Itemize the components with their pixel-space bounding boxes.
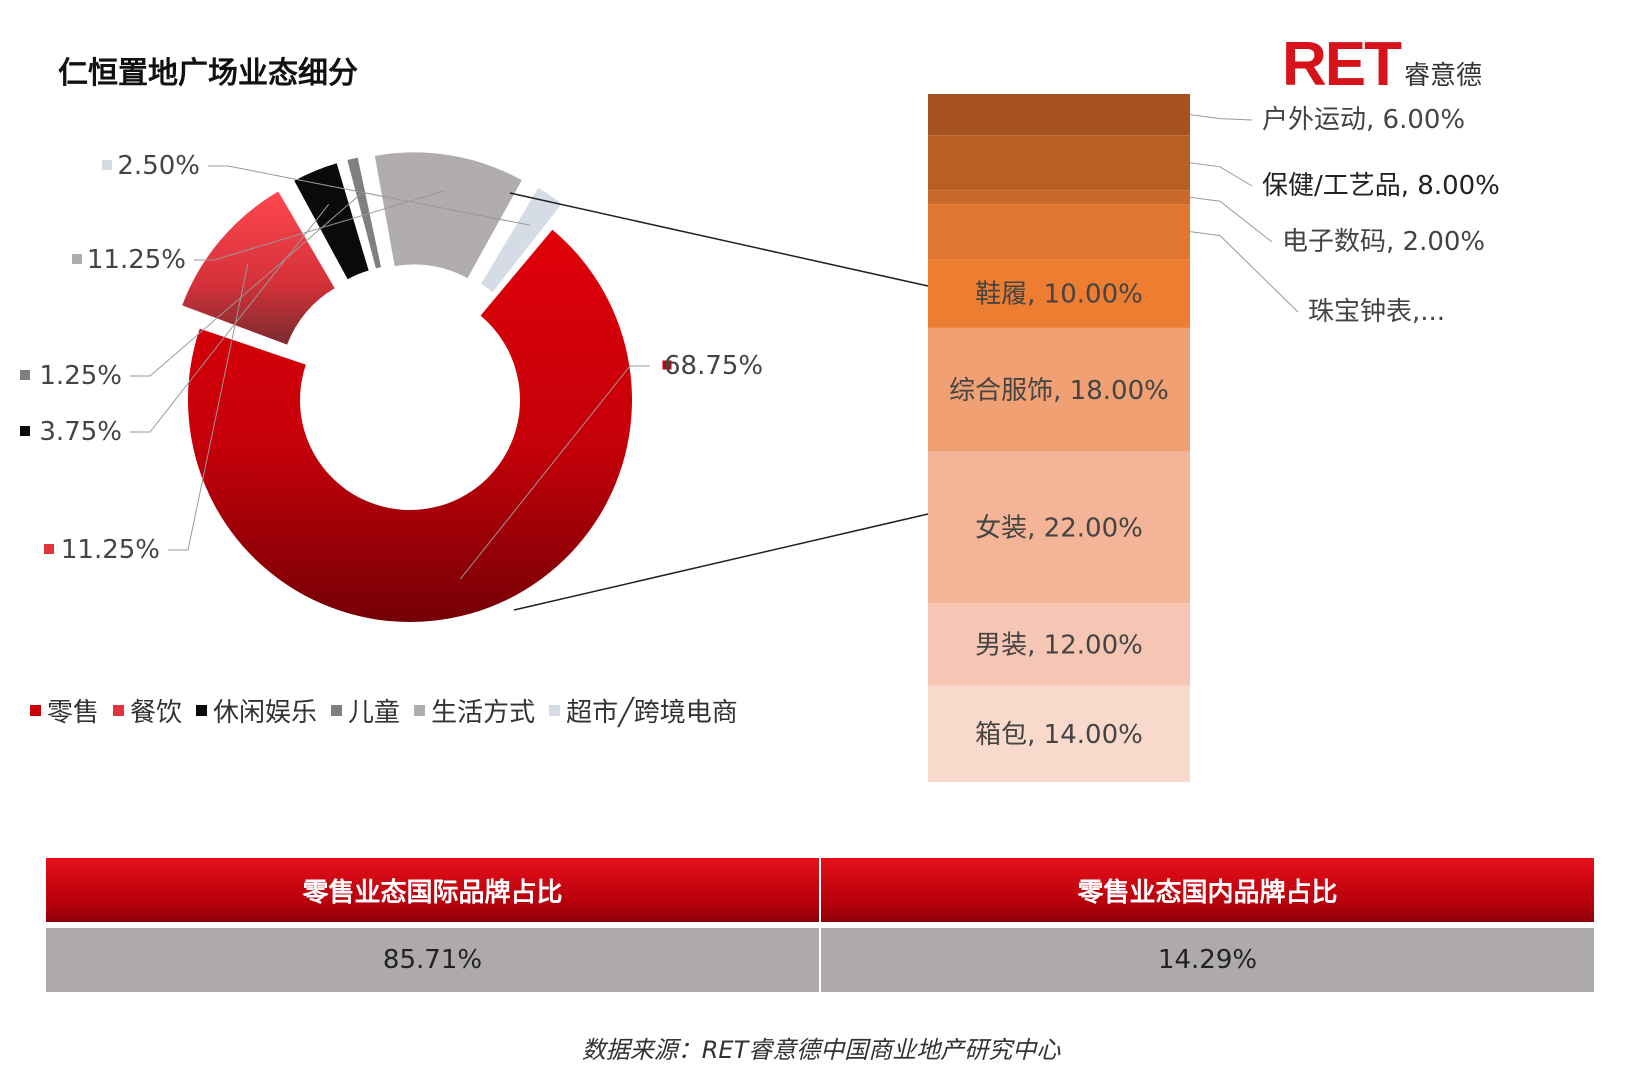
bar-segment-8 bbox=[928, 685, 1190, 782]
donut-label-marker bbox=[661, 359, 673, 371]
legend-item-retail: 零售 bbox=[30, 692, 99, 729]
donut-slice-0 bbox=[188, 229, 632, 622]
table-header-domestic: 零售业态国内品牌占比 bbox=[819, 858, 1594, 922]
donut-leader-line bbox=[459, 365, 650, 580]
data-source: 数据来源：RET睿意德中国商业地产研究中心 bbox=[581, 1036, 1061, 1064]
donut-chart: 68.75% 11.25% 3.75% 1.25% 11.25% 2.50% bbox=[20, 151, 763, 622]
donut-leader-line bbox=[130, 193, 362, 377]
donut-label-marker bbox=[72, 254, 82, 264]
bar-segment-6 bbox=[928, 451, 1190, 604]
bar-data-label: 女装, 22.00% bbox=[975, 513, 1143, 543]
legend-item-food: 餐饮 bbox=[113, 692, 182, 729]
stacked-bar-chart: 户外运动, 6.00% 保健/工艺品, 8.00% 电子数码, 2.00% 珠宝钟表,… bbox=[928, 94, 1500, 782]
legend-label: 零售 bbox=[47, 698, 100, 728]
bar-data-label: 珠宝钟表,... bbox=[1308, 297, 1445, 327]
legend-label: 生活方式 bbox=[431, 698, 536, 728]
donut-slice-1 bbox=[182, 191, 335, 345]
bar-segment-0 bbox=[928, 94, 1190, 136]
legend-swatch bbox=[30, 705, 41, 716]
table-header-row: 零售业态国际品牌占比 零售业态国内品牌占比 bbox=[46, 858, 1594, 922]
legend-item-lifestyle: 生活方式 bbox=[414, 692, 535, 729]
donut-leader-line bbox=[130, 203, 330, 433]
legend-label: 餐饮 bbox=[130, 698, 183, 728]
donut-slice-3 bbox=[347, 157, 382, 269]
legend-swatch bbox=[331, 705, 343, 716]
bar-data-label: 保健/工艺品, 8.00% bbox=[1262, 171, 1500, 201]
bar-data-label: 电子数码, 2.00% bbox=[1282, 227, 1485, 257]
legend-item-leisure: 休闲娱乐 bbox=[196, 692, 317, 729]
donut-data-label: 2.50% bbox=[117, 151, 200, 181]
donut-data-label: 3.75% bbox=[39, 417, 122, 447]
bar-segment-5 bbox=[928, 327, 1190, 452]
bar-segment-7 bbox=[928, 603, 1190, 686]
bar-segment-4 bbox=[928, 259, 1190, 328]
legend-swatch bbox=[196, 705, 208, 716]
legend-swatch bbox=[549, 705, 561, 716]
connector-bottom bbox=[513, 513, 929, 611]
donut-data-label: 68.75% bbox=[664, 351, 763, 381]
donut-label-marker bbox=[102, 160, 112, 170]
donut-label-marker bbox=[44, 544, 54, 554]
bar-leader-line bbox=[1189, 231, 1299, 313]
bar-segment-1 bbox=[928, 135, 1190, 191]
connector-top bbox=[509, 192, 929, 287]
legend-swatch bbox=[113, 705, 125, 716]
donut-legend: 零售 餐饮 休闲娱乐 儿童 生活方式 超市╱跨境电商 bbox=[30, 692, 738, 729]
donut-leader-line bbox=[194, 190, 445, 261]
bar-leader-line bbox=[1189, 196, 1273, 243]
brand-name: 睿意德 bbox=[1403, 61, 1482, 91]
legend-swatch bbox=[414, 705, 426, 716]
brand-share-table: 零售业态国际品牌占比 零售业态国内品牌占比 85.71% 14.29% bbox=[46, 858, 1594, 992]
chart-title: 仁恒置地广场业态细分 bbox=[58, 56, 358, 91]
connector-lines bbox=[509, 192, 929, 611]
bar-data-label: 箱包, 14.00% bbox=[975, 720, 1143, 750]
donut-data-label: 11.25% bbox=[61, 535, 160, 565]
brand-logo: RET 睿意德 bbox=[1282, 34, 1482, 96]
donut-label-marker bbox=[20, 370, 30, 380]
donut-slice-4 bbox=[374, 152, 522, 279]
table-cell-domestic: 14.29% bbox=[819, 928, 1594, 992]
bar-data-label: 男装, 12.00% bbox=[975, 630, 1143, 660]
legend-item-supermarket: 超市╱跨境电商 bbox=[549, 692, 738, 729]
bar-segment-2 bbox=[928, 190, 1190, 205]
bar-data-label: 户外运动, 6.00% bbox=[1262, 105, 1465, 135]
donut-leader-line bbox=[208, 165, 531, 226]
table-row: 85.71% 14.29% bbox=[46, 922, 1594, 992]
bar-leader-line bbox=[1189, 162, 1253, 187]
donut-data-label: 11.25% bbox=[87, 245, 186, 275]
table-cell-international: 85.71% bbox=[46, 928, 819, 992]
donut-data-label: 1.25% bbox=[39, 361, 122, 391]
legend-label: 超市╱跨境电商 bbox=[566, 698, 738, 728]
donut-slice-2 bbox=[294, 163, 369, 280]
legend-label: 儿童 bbox=[348, 698, 401, 728]
legend-label: 休闲娱乐 bbox=[213, 698, 318, 728]
brand-mark: RET bbox=[1281, 30, 1402, 99]
bar-segment-3 bbox=[928, 204, 1190, 260]
bar-data-label: 鞋履, 10.00% bbox=[975, 280, 1143, 310]
donut-slice-5 bbox=[481, 187, 562, 292]
legend-item-kids: 儿童 bbox=[331, 692, 400, 729]
bar-data-label: 综合服饰, 18.00% bbox=[949, 376, 1169, 406]
donut-leader-line bbox=[168, 263, 249, 551]
table-header-international: 零售业态国际品牌占比 bbox=[46, 858, 819, 922]
donut-label-marker bbox=[20, 426, 30, 436]
bar-leader-line bbox=[1189, 114, 1253, 121]
